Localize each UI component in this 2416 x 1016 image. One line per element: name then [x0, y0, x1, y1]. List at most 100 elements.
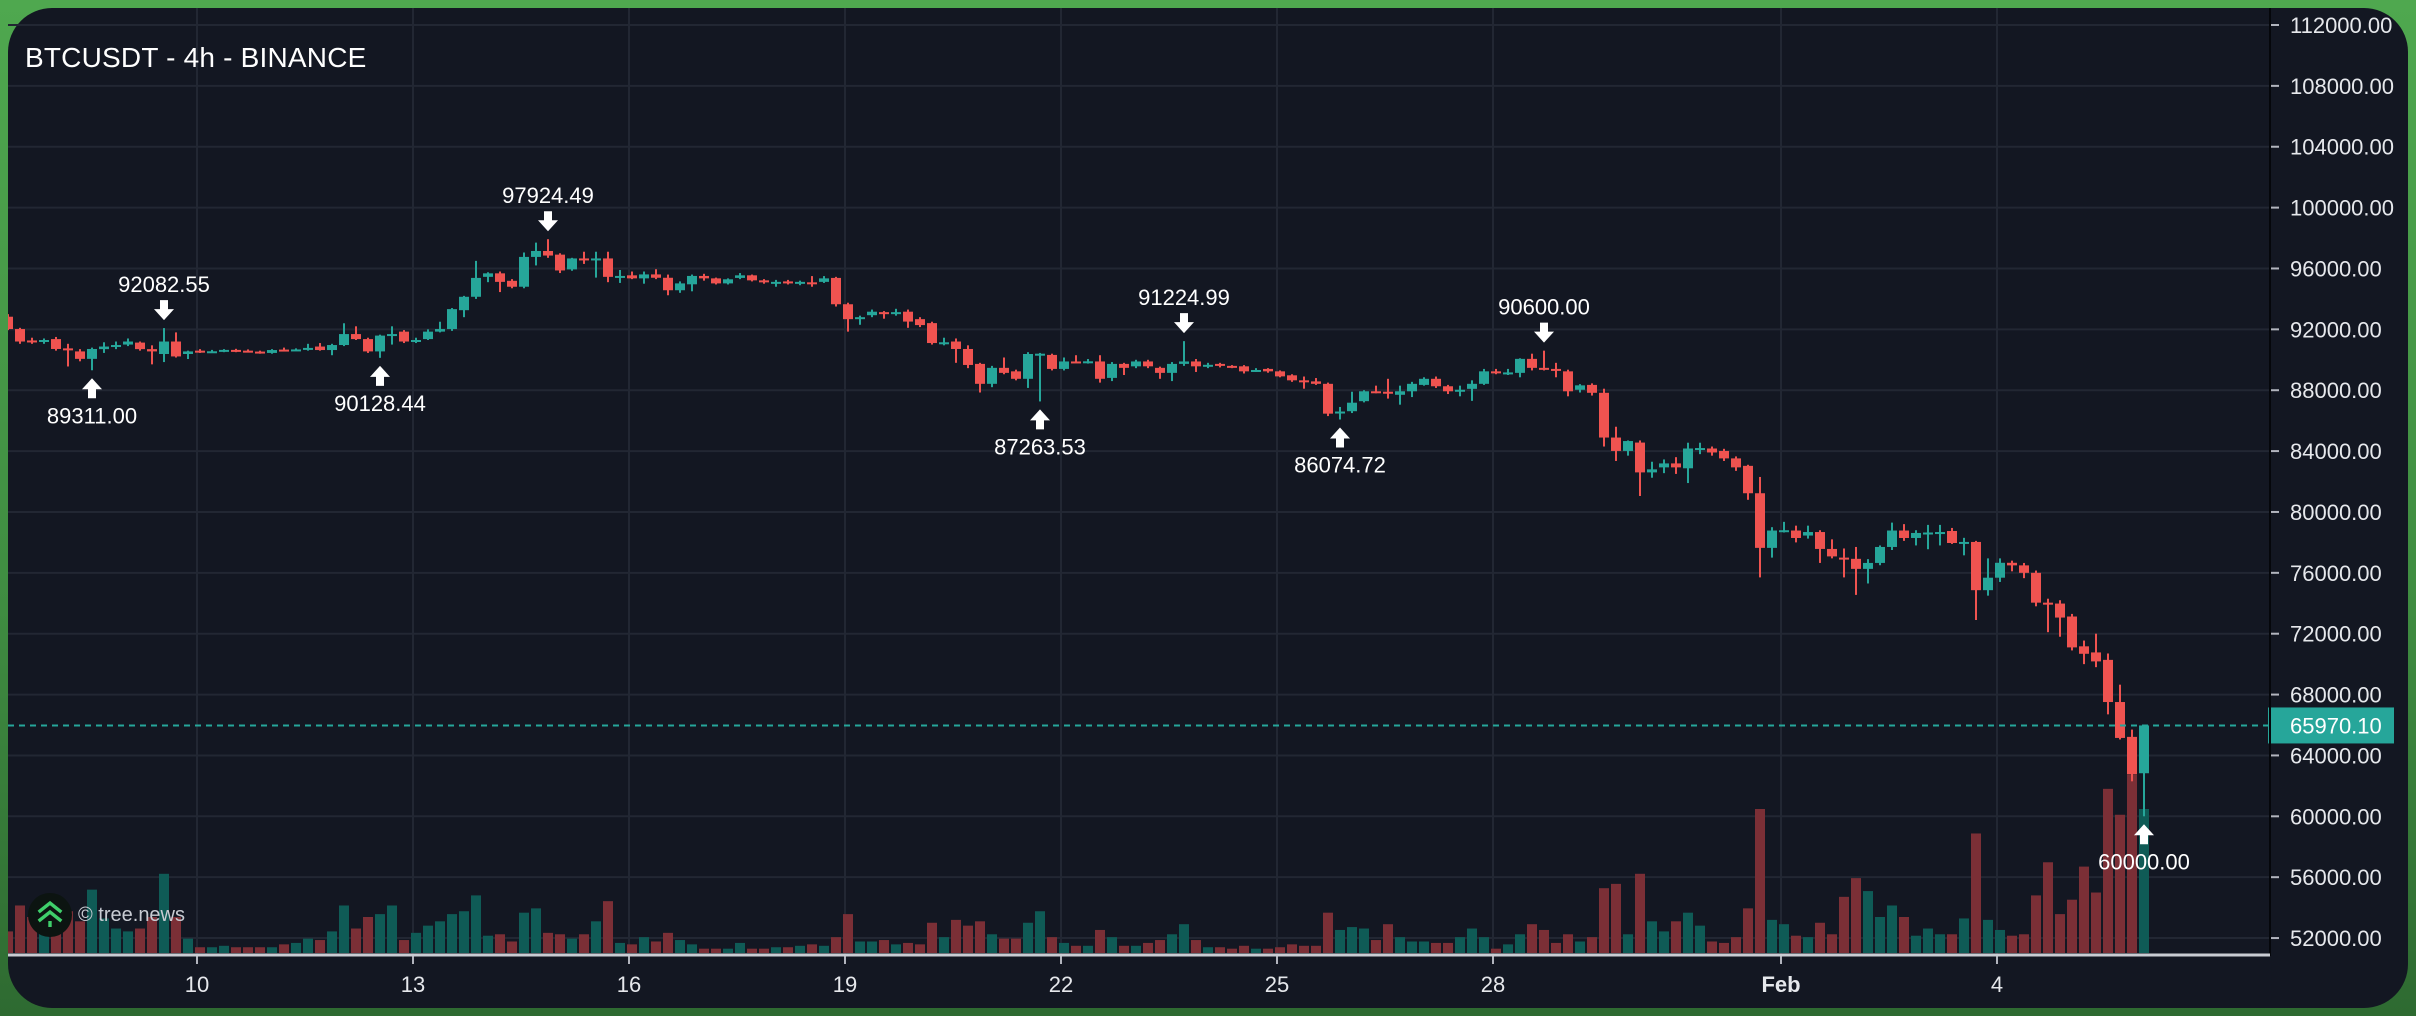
current-price-line: 65970.10 [8, 707, 2394, 744]
candle-body [579, 258, 589, 261]
candle-body [747, 275, 757, 281]
candle-body [1767, 530, 1777, 548]
candle-body [1131, 361, 1141, 367]
candle-body [2043, 602, 2053, 605]
volume-bar [2007, 935, 2017, 953]
candle-body [423, 331, 433, 340]
arrow-up-icon [1030, 409, 1050, 430]
candle-body [1323, 383, 1333, 414]
volume-bar [2103, 788, 2113, 953]
candle-body [147, 349, 157, 352]
candle-body [987, 367, 997, 384]
candle-body [8, 316, 13, 330]
volume-bar [987, 934, 997, 953]
candle-body [1911, 532, 1921, 538]
candle-body [687, 275, 697, 285]
volume-bar [1131, 945, 1141, 953]
candle-body [663, 277, 673, 291]
volume-bar [327, 931, 337, 953]
volume-bar [1011, 938, 1021, 953]
candle-body [807, 282, 817, 285]
candle-body [783, 281, 793, 284]
volume-bar [1611, 883, 1621, 953]
volume-bar [1251, 948, 1261, 953]
candle-body [1719, 450, 1729, 459]
volume-bar [1431, 942, 1441, 953]
candle-body [1695, 448, 1705, 451]
volume-bar [2079, 866, 2089, 953]
candle-body [15, 329, 25, 342]
arrow-up-icon [370, 365, 390, 386]
volume-bar [27, 917, 37, 953]
volume-bar [2055, 914, 2065, 953]
candle-body [1995, 562, 2005, 578]
candle-body [195, 350, 205, 353]
candle-body [75, 351, 85, 359]
volume-bar [1791, 935, 1801, 953]
price-tick-label: 96000.00 [2290, 256, 2382, 281]
candle-body [1299, 380, 1309, 383]
volume-bar [207, 947, 217, 953]
candle-body [2079, 646, 2089, 654]
candle-body [1587, 384, 1597, 393]
high-price-label: 91224.99 [1138, 285, 1230, 310]
volume-bar [411, 932, 421, 953]
volume-bar [363, 917, 373, 953]
volume-bar [183, 938, 193, 953]
axes[interactable]: 112000.00 108000.00 104000.00 100000.00 9600… [8, 8, 2394, 997]
volume-bar [1743, 908, 1753, 953]
candle-body [1143, 361, 1153, 367]
candle-body [387, 334, 397, 337]
volume-bar [507, 941, 517, 953]
volume-bar [159, 873, 169, 953]
volume-bar [1971, 833, 1981, 953]
candle-body [519, 256, 529, 287]
candle-body [483, 273, 493, 277]
candle-body [1083, 361, 1093, 364]
candle-body [1119, 363, 1129, 368]
volume-bar [447, 914, 457, 953]
volume-bar [1107, 937, 1117, 953]
volume-bar [555, 934, 565, 953]
high-price-label: 90600.00 [1498, 295, 1590, 320]
candle-body [315, 346, 325, 351]
price-tick-label: 84000.00 [2290, 439, 2382, 464]
volume-bar [303, 938, 313, 953]
candle-body [1515, 358, 1525, 373]
candle-body [939, 342, 949, 345]
candle-body [363, 339, 373, 352]
price-tick-label: 80000.00 [2290, 500, 2382, 525]
volume-bar [75, 921, 85, 953]
volume-bar [1503, 944, 1513, 953]
candle-body [171, 341, 181, 357]
candle-body [495, 273, 505, 282]
candle-body [1803, 532, 1813, 536]
volume-bar [1947, 934, 1957, 953]
candle-body [831, 277, 841, 305]
volume-bar [903, 942, 913, 953]
volume-bar [1851, 878, 1861, 953]
volume-bar [519, 912, 529, 953]
volume-bar [279, 944, 289, 953]
volume-bar [1683, 912, 1693, 953]
candle-body [1419, 378, 1429, 385]
candle-body [1623, 441, 1633, 451]
candle-body [1779, 530, 1789, 533]
volume-bar [723, 948, 733, 953]
volume-bar [1551, 942, 1561, 953]
volume-bar [1203, 947, 1213, 953]
volume-bar [963, 925, 973, 953]
volume-bar [855, 941, 865, 953]
volume-bar [291, 942, 301, 953]
candle-body [2127, 736, 2137, 775]
candle-body [843, 304, 853, 320]
volume-bar [1047, 937, 1057, 953]
price-tick-label: 88000.00 [2290, 378, 2382, 403]
volume-bar [1239, 945, 1249, 953]
volume-bar [1083, 945, 1093, 953]
volume-bar [423, 925, 433, 953]
volume-bar [1335, 929, 1345, 953]
candle-body [111, 345, 121, 348]
candle-body [1863, 562, 1873, 569]
